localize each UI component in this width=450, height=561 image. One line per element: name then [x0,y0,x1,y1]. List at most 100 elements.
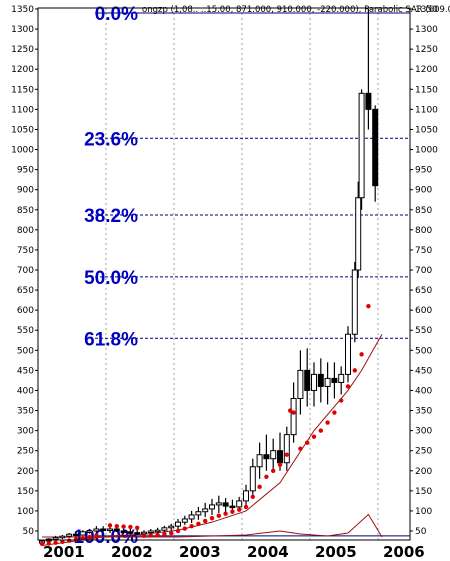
y-tick-label-left: 750 [17,246,34,256]
price-bar [52,535,59,541]
price-body [202,508,209,513]
y-tick-label-left: 550 [17,326,34,336]
y-tick-label-right: 700 [415,266,432,276]
sar-dot [155,532,160,538]
price-bar [222,498,229,512]
sar-dot [339,398,344,403]
sar-dot [318,428,323,433]
fib-level-label: 61.8% [84,329,138,350]
price-body [358,92,365,199]
sar-dot [53,540,58,545]
sar-dot [107,523,113,528]
price-bar [372,105,379,202]
y-tick-label-right: 250 [415,447,432,457]
y-tick-label-right: 50 [415,527,427,537]
x-year-label: 2006 [383,543,425,561]
price-bar [134,529,141,536]
price-bar [324,362,331,405]
sar-dot [345,384,351,389]
price-body [351,269,358,335]
price-bar [263,434,270,471]
y-tick-label-left: 500 [17,346,34,356]
y-tick-label-left: 250 [17,447,34,457]
price-body [209,504,215,510]
chart-header: ongzp (1,08.. ..15.00, 871.000, 910.000,… [142,5,450,15]
y-tick-label-left: 200 [17,467,34,477]
price-body [134,532,141,535]
sar-dot [114,523,120,529]
sar-dot [128,524,133,530]
y-tick-label-right: 450 [415,366,432,376]
price-bar [243,484,249,505]
y-tick-label-left: 700 [17,266,34,276]
y-tick-label-left: 1350 [11,5,34,15]
price-bar [188,510,195,523]
x-year-label: 2002 [111,543,153,561]
fib-level-label: 38.2% [84,206,138,227]
price-body [188,514,195,520]
sar-dot [94,533,99,538]
price-bar [195,506,202,520]
sar-dot [162,532,167,537]
sar-dot [264,474,269,479]
price-body [338,373,345,383]
price-bar [331,362,338,399]
sar-dot [87,534,92,540]
y-tick-label-right: 600 [415,306,432,316]
price-bar [270,438,277,473]
price-bar [358,89,365,210]
sar-dot [175,528,181,534]
y-tick-label-left: 1000 [11,146,34,156]
y-tick-label-left: 1150 [11,85,34,95]
price-body [304,369,311,391]
y-tick-label-right: 1000 [415,146,438,156]
price-bar [283,426,290,471]
price-body [154,529,161,533]
sar-dot [121,524,126,529]
y-tick-label-right: 150 [415,487,432,497]
price-body [345,333,351,375]
sar-dot [284,452,289,457]
price-bar [181,515,188,525]
price-bar [256,442,263,479]
parabolic-sar-layer [39,303,371,547]
y-tick-label-left: 350 [17,407,34,417]
y-tick-label-left: 50 [23,527,35,537]
sar-dot [80,536,86,541]
price-body [283,434,290,464]
price-bar [249,458,256,495]
sar-dot [332,410,337,415]
price-bar [86,528,93,534]
price-bar [209,498,215,515]
sar-dot [230,509,235,514]
price-body [249,466,256,492]
price-body [73,533,79,537]
sar-dot [209,515,215,521]
y-tick-label-right: 350 [415,407,432,417]
sar-dot [141,533,147,539]
fib-level-label: 0.0% [95,4,138,25]
sar-dot [298,446,303,451]
y-tick-label-right: 650 [415,286,432,296]
price-body [270,450,277,460]
price-bar [120,528,127,534]
price-body [175,521,181,527]
price-bar [107,526,113,534]
price-body [66,533,73,537]
y-tick-label-right: 800 [415,226,432,236]
plot-frame [37,7,411,541]
y-tick-label-left: 1250 [11,45,34,55]
sar-dot [196,521,201,526]
y-tick-label-left: 1200 [11,65,34,75]
price-body [236,500,243,508]
sar-dot [216,513,221,518]
price-body [113,528,120,532]
price-body [120,530,127,533]
y-tick-label-left: 100 [17,507,34,517]
sar-dot [148,533,153,538]
price-bar [345,326,351,383]
sar-dot [311,434,317,439]
x-year-label: 2004 [247,543,289,561]
y-tick-label-right: 200 [415,467,432,477]
fib-level-label: 50.0% [84,268,138,289]
